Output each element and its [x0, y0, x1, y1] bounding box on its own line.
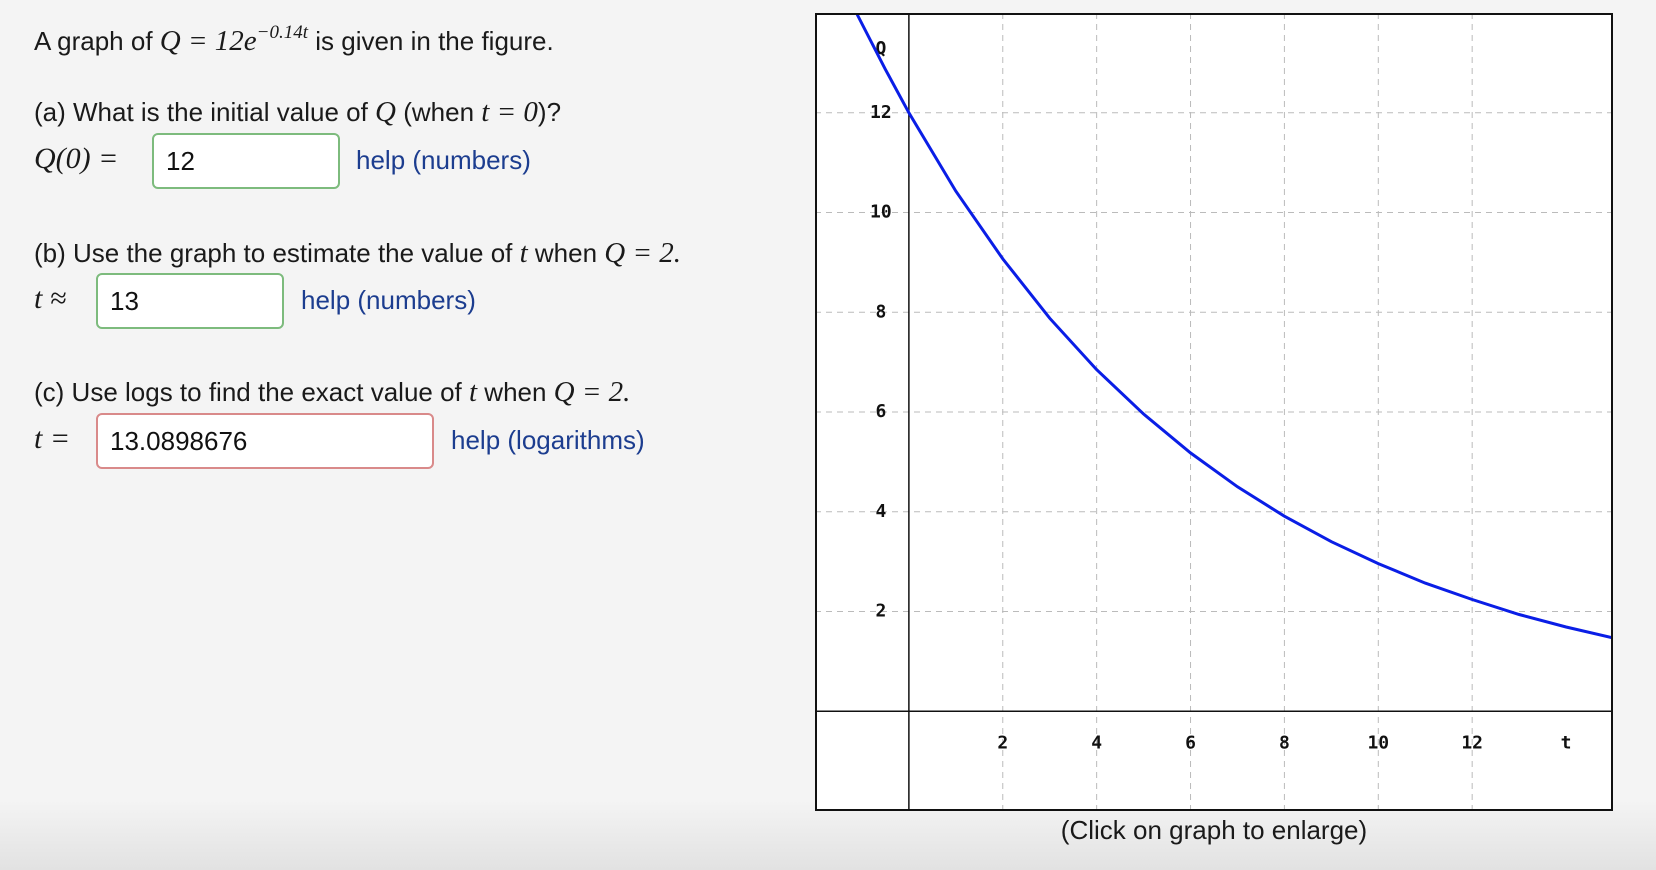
answer-input[interactable]: [152, 133, 340, 189]
x-tick-label: 4: [1091, 732, 1102, 753]
question: (c) Use logs to find the exact value of …: [34, 375, 630, 409]
y-tick-label: 6: [875, 401, 886, 422]
answer-input[interactable]: [96, 273, 284, 329]
math: Q = 2.: [604, 237, 682, 269]
prompt: Q(0) =: [34, 142, 119, 175]
text: when: [527, 238, 605, 268]
x-axis-label: t: [1561, 732, 1572, 753]
math: Q: [375, 96, 396, 128]
x-tick-label: 6: [1185, 732, 1196, 753]
question: (b) Use the graph to estimate the value …: [34, 236, 681, 270]
prompt: t ≈: [34, 282, 67, 315]
math: Q = 2.: [553, 376, 631, 408]
bottom-strip: [0, 800, 1656, 870]
graph[interactable]: 2 4 6 8 10 12 2 4 6 8 10 12 t Q: [815, 13, 1613, 811]
help-link[interactable]: help (numbers): [356, 145, 531, 175]
text: )?: [537, 97, 562, 127]
math: t: [519, 237, 528, 269]
prompt: t =: [34, 422, 71, 455]
question: (a) What is the initial value of Q (when…: [34, 95, 561, 129]
math: −0.14t: [256, 22, 309, 43]
answer-input[interactable]: [96, 413, 434, 469]
x-tick-label: 12: [1461, 732, 1483, 753]
text: (a) What is the initial value of: [34, 97, 376, 127]
help-link[interactable]: help (logarithms): [451, 425, 645, 455]
caption: (Click on graph to enlarge): [1060, 815, 1368, 845]
x-tick-label: 8: [1279, 732, 1290, 753]
curve: [855, 13, 1613, 640]
text: (c) Use logs to find the exact value of: [34, 377, 469, 407]
math: t: [469, 376, 478, 408]
y-tick-label: 8: [875, 301, 886, 322]
text: (b) Use the graph to estimate the value …: [34, 238, 520, 268]
y-axis-label: Q: [875, 38, 886, 59]
plot-border: [815, 13, 1613, 811]
text: when: [477, 377, 554, 407]
math: t = 0: [481, 96, 538, 128]
y-tick-label: 4: [875, 501, 886, 522]
math: Q = 12e: [159, 25, 257, 57]
x-tick-label: 2: [997, 732, 1008, 753]
text: A graph of: [34, 26, 160, 56]
y-tick-label: 10: [870, 202, 892, 223]
problem-statement: A graph of Q = 12e−0.14t is given in the…: [34, 16, 554, 58]
text: (when: [396, 97, 482, 127]
text: is given in the figure.: [308, 26, 554, 56]
help-link[interactable]: help (numbers): [301, 285, 476, 315]
x-tick-label: 10: [1367, 732, 1389, 753]
y-tick-label: 12: [870, 102, 892, 123]
y-tick-label: 2: [875, 601, 886, 622]
